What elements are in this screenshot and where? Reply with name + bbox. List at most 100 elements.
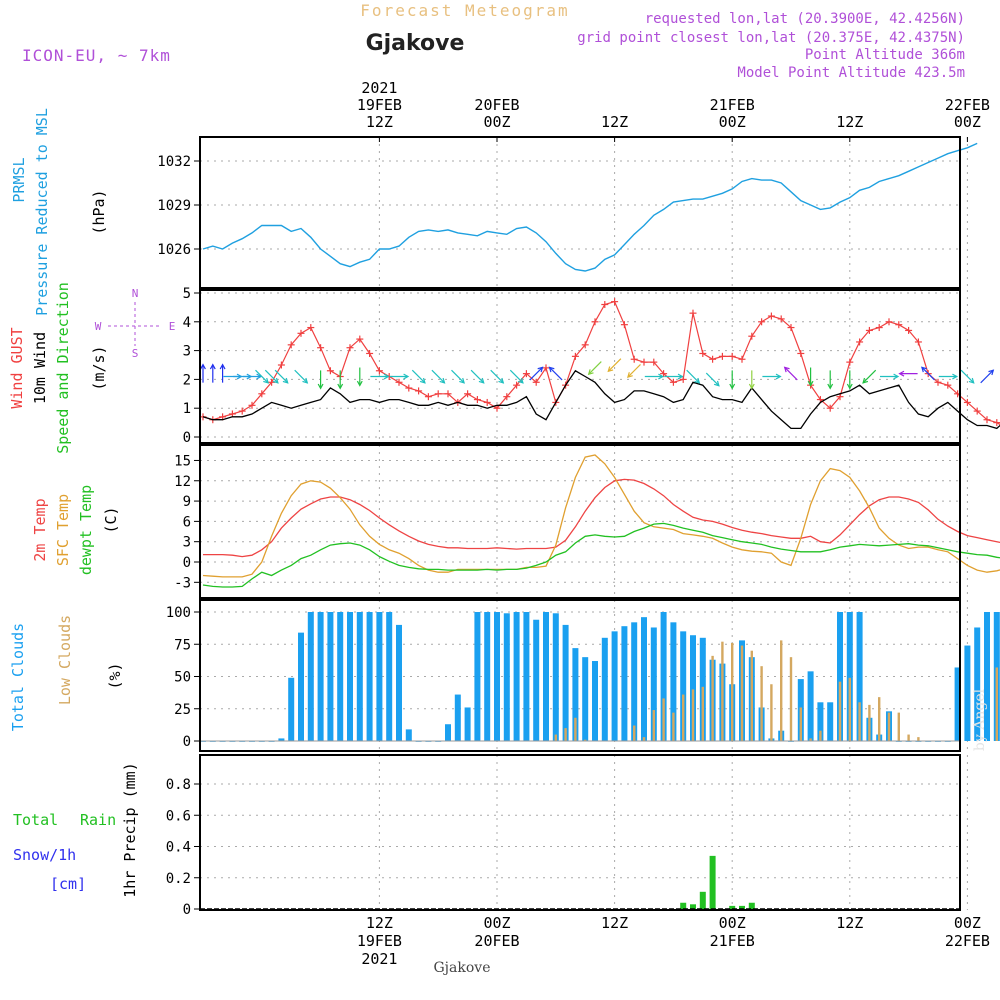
gust-marker xyxy=(483,398,491,406)
wind-arrow-shaft xyxy=(705,372,720,387)
total-cloud-bar xyxy=(846,612,853,741)
wind-arrow-head xyxy=(272,377,279,384)
gust-marker xyxy=(826,404,834,412)
wind-arrow xyxy=(686,369,701,384)
wind-arrow-shaft xyxy=(274,369,289,384)
wind-arrow-shaft xyxy=(255,369,269,384)
wind-speed-line xyxy=(202,369,1000,430)
gust-marker xyxy=(699,349,707,357)
wind-arrow-shaft xyxy=(980,369,994,384)
gust-marker xyxy=(738,355,746,363)
gust-marker xyxy=(679,375,687,383)
wind-arrow xyxy=(255,369,269,384)
wind-arrow-head xyxy=(587,369,594,376)
wind-arrow xyxy=(509,369,524,384)
wind-arrow-head xyxy=(219,363,226,370)
wind-arrow-head xyxy=(478,377,485,384)
wind-arrow-head xyxy=(282,377,289,384)
temperature-ytick-label: -3 xyxy=(174,575,191,591)
grid-layer xyxy=(200,137,968,910)
compass-w: W xyxy=(95,320,102,333)
gust-marker xyxy=(473,396,481,404)
low-cloud-bar xyxy=(780,640,783,741)
wind-arrow-shaft xyxy=(862,369,877,384)
wind-arrow-head xyxy=(862,377,869,384)
wind-arrow xyxy=(219,363,226,383)
panel-frames xyxy=(199,136,961,911)
wind-arrow-head xyxy=(317,383,324,390)
top-time-label: 2021 xyxy=(361,79,397,97)
gust-marker xyxy=(885,318,893,326)
gust-marker xyxy=(238,407,246,415)
dewpt-line xyxy=(202,522,1000,588)
wind-arrow-head xyxy=(627,372,633,378)
total-cloud-bar xyxy=(974,627,981,741)
wind-arrow xyxy=(980,369,995,384)
footer-location: Gjakove xyxy=(434,960,491,976)
gust-marker xyxy=(297,329,305,337)
wind-arrow-shaft xyxy=(549,366,563,381)
top-time-label: 21FEB xyxy=(710,96,755,114)
low-cloud-bar xyxy=(564,728,567,741)
bottom-time-label: 20FEB xyxy=(474,932,519,950)
overlay-title: Forecast Meteogram xyxy=(360,1,569,20)
wind-arrow xyxy=(470,369,485,384)
watermark: by Angel xyxy=(972,688,988,751)
total-cloud-bar xyxy=(621,626,628,741)
total-cloud-bar xyxy=(984,612,990,741)
wind-arrow xyxy=(880,373,900,380)
gust-marker xyxy=(846,358,854,366)
gust-marker xyxy=(758,318,766,326)
requested-coords: requested lon,lat (20.3900E, 42.4256N) xyxy=(645,11,965,27)
gust-marker xyxy=(660,370,668,378)
gust-marker xyxy=(944,381,952,389)
gust-marker xyxy=(287,341,295,349)
wind-arrow xyxy=(607,358,622,373)
gust-marker xyxy=(542,364,550,372)
clouds-ytick-label: 25 xyxy=(174,702,191,718)
precip-unit: 1hr Precip (mm) xyxy=(121,762,139,897)
top-time-label: 00Z xyxy=(954,113,981,131)
pressure-unit: (hPa) xyxy=(90,189,108,234)
clouds-ytick-label: 0 xyxy=(183,734,191,750)
precip-frame xyxy=(199,754,961,911)
wind-arrow xyxy=(529,366,544,381)
wind-arrow-head xyxy=(952,373,959,380)
wind-arrow-head xyxy=(775,373,782,380)
total-cloud-bar xyxy=(278,738,285,741)
total-cloud-bar xyxy=(405,729,412,741)
rain-bar xyxy=(748,902,755,909)
gust-marker xyxy=(571,352,579,360)
clouds-frame xyxy=(199,599,961,752)
wind-arrow-head xyxy=(807,380,814,387)
wind-ytick-label: 5 xyxy=(183,286,191,302)
total-cloud-bar xyxy=(288,677,295,741)
top-time-label: 20FEB xyxy=(474,96,519,114)
wind-arrow-head xyxy=(263,377,269,384)
wind-arrow xyxy=(370,373,390,380)
total-cloud-bar xyxy=(611,631,618,741)
wind-arrow-shaft xyxy=(470,369,485,384)
low-cloud-bar xyxy=(682,694,685,741)
low-cloud-bar xyxy=(740,645,744,741)
wind-ytick-label: 0 xyxy=(183,430,191,446)
wind-arrow-head xyxy=(783,366,790,373)
gust-marker xyxy=(601,301,609,309)
temperature-ytick-label: 3 xyxy=(183,535,191,551)
wind-ytick-label: 1 xyxy=(183,401,191,417)
wind-arrow-shaft xyxy=(588,361,602,375)
total-cloud-bar xyxy=(307,612,314,741)
gust-marker xyxy=(464,390,472,398)
top-time-label: 19FEB xyxy=(357,96,402,114)
wind-arrow xyxy=(548,366,563,381)
total-label: Total xyxy=(13,811,58,829)
wind-arrow-shaft xyxy=(411,369,426,384)
low-cloud-bar xyxy=(691,689,695,741)
low-cloud-bar xyxy=(701,686,704,741)
gust-marker xyxy=(326,367,334,375)
gust-marker xyxy=(895,321,903,329)
gust-marker xyxy=(875,324,883,332)
bottom-time-label: 00Z xyxy=(483,914,510,932)
low-cloud-bar xyxy=(721,641,724,741)
wind-arrow-head xyxy=(302,377,309,384)
